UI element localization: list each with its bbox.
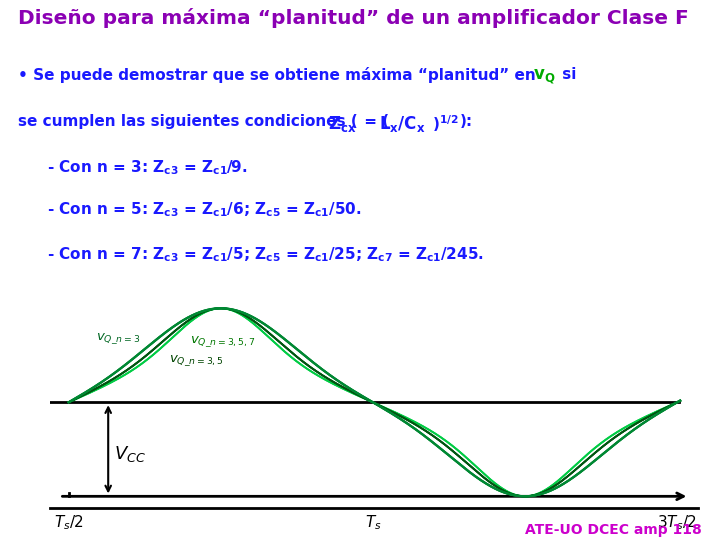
Text: $v_{Q\_n=3}$: $v_{Q\_n=3}$: [96, 331, 140, 346]
Text: • Se puede demostrar que se obtiene máxima “planitud” en: • Se puede demostrar que se obtiene máxi…: [18, 68, 541, 83]
Text: ):: ):: [459, 114, 472, 129]
Text: - Con n = 7: $\mathbf{Z_{c3}}$ = $\mathbf{Z_{c1}}$/5; $\mathbf{Z_{c5}}$ = $\math: - Con n = 7: $\mathbf{Z_{c3}}$ = $\mathb…: [47, 246, 484, 265]
Text: = (: = (: [359, 114, 389, 129]
Text: $\mathbf{L_x/C_x}$: $\mathbf{L_x/C_x}$: [379, 114, 426, 134]
Text: - Con n = 5: $\mathbf{Z_{c3}}$ = $\mathbf{Z_{c1}}$/6; $\mathbf{Z_{c5}}$ = $\math: - Con n = 5: $\mathbf{Z_{c3}}$ = $\mathb…: [47, 201, 361, 219]
Text: - Con n = 3: $\mathbf{Z_{c3}}$ = $\mathbf{Z_{c1}}$/9.: - Con n = 3: $\mathbf{Z_{c3}}$ = $\mathb…: [47, 159, 247, 177]
Text: $\mathbf{)^{1/2}}$: $\mathbf{)^{1/2}}$: [432, 114, 459, 134]
Text: si: si: [557, 68, 576, 83]
Text: $v_{Q\_n=3,5}$: $v_{Q\_n=3,5}$: [169, 353, 224, 368]
Text: se cumplen las siguientes condiciones (: se cumplen las siguientes condiciones (: [18, 114, 358, 129]
Text: $\mathbf{Z_{cx}}$: $\mathbf{Z_{cx}}$: [328, 114, 356, 134]
Text: $\mathbf{v_Q}$: $\mathbf{v_Q}$: [533, 68, 555, 85]
Text: $V_{CC}$: $V_{CC}$: [114, 444, 146, 464]
Text: $v_{Q\_n=3,5,7}$: $v_{Q\_n=3,5,7}$: [190, 335, 256, 349]
Text: Diseño para máxima “planitud” de un amplificador Clase F: Diseño para máxima “planitud” de un ampl…: [18, 9, 689, 29]
Text: ATE-UO DCEC amp 118: ATE-UO DCEC amp 118: [526, 523, 702, 537]
